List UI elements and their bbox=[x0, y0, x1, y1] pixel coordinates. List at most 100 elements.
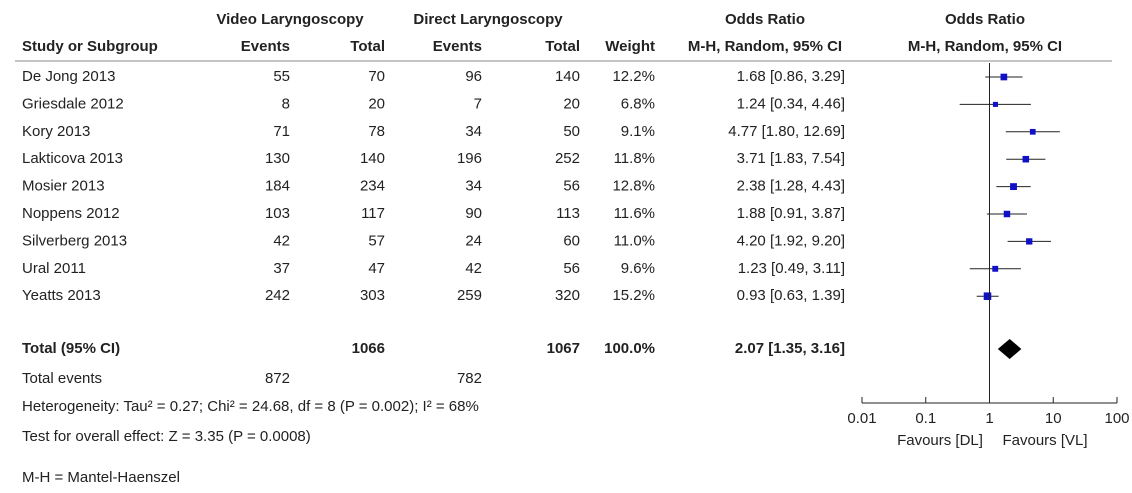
weight: 11.0% bbox=[614, 232, 655, 249]
footnote: M-H = Mantel-Haenszel bbox=[22, 469, 180, 486]
dl-events: 34 bbox=[465, 123, 482, 140]
vl-events: 103 bbox=[265, 205, 290, 222]
vl-total: 20 bbox=[368, 95, 385, 112]
ci-label: 1.88 [0.91, 3.87] bbox=[737, 205, 845, 222]
dl-total: 252 bbox=[555, 150, 580, 167]
vl-events: 8 bbox=[282, 95, 290, 112]
study-name: Lakticova 2013 bbox=[22, 150, 123, 167]
vl-total: 234 bbox=[360, 178, 385, 195]
favours-left: Favours [DL] bbox=[897, 432, 983, 449]
column-header: Events bbox=[433, 38, 482, 55]
effect-marker bbox=[1022, 155, 1030, 163]
study-name: Noppens 2012 bbox=[22, 205, 120, 222]
dl-events: 90 bbox=[465, 205, 482, 222]
group-header: Odds Ratio bbox=[945, 11, 1025, 28]
effect-marker bbox=[1010, 183, 1017, 191]
total-weight: 100.0% bbox=[604, 340, 655, 357]
dl-events: 34 bbox=[465, 178, 482, 195]
weight: 12.2% bbox=[612, 68, 655, 85]
study-name: Kory 2013 bbox=[22, 123, 90, 140]
dl-events: 24 bbox=[465, 232, 482, 249]
vl-total: 117 bbox=[361, 205, 385, 222]
dl-total: 20 bbox=[563, 95, 580, 112]
ci-label: 4.20 [1.92, 9.20] bbox=[737, 232, 845, 249]
vl-events: 37 bbox=[273, 260, 290, 277]
total-ci: 2.07 [1.35, 3.16] bbox=[735, 340, 845, 357]
ci-label: 4.77 [1.80, 12.69] bbox=[728, 123, 845, 140]
vl-total: 303 bbox=[360, 287, 385, 304]
vl-events: 130 bbox=[265, 150, 290, 167]
study-name: Mosier 2013 bbox=[22, 178, 105, 195]
ci-label: 1.23 [0.49, 3.11] bbox=[738, 260, 845, 277]
effect-marker bbox=[983, 292, 992, 300]
total-dl: 1067 bbox=[547, 340, 580, 357]
vl-events: 242 bbox=[265, 287, 290, 304]
weight: 12.8% bbox=[612, 178, 655, 195]
total-label: Total (95% CI) bbox=[22, 340, 120, 357]
effect-marker bbox=[1000, 73, 1008, 81]
x-tick-label: 0.01 bbox=[847, 410, 876, 427]
weight: 9.6% bbox=[621, 260, 655, 277]
dl-total: 50 bbox=[563, 123, 580, 140]
column-header: Weight bbox=[605, 38, 655, 55]
vl-events: 71 bbox=[273, 123, 290, 140]
x-tick-label: 10 bbox=[1045, 410, 1062, 427]
total-vl: 1066 bbox=[352, 340, 385, 357]
vl-total: 47 bbox=[368, 260, 385, 277]
ci-label: 2.38 [1.28, 4.43] bbox=[737, 178, 845, 195]
ci-label: 3.71 [1.83, 7.54] bbox=[737, 150, 845, 167]
x-tick-label: 0.1 bbox=[915, 410, 936, 427]
heterogeneity: Heterogeneity: Tau² = 0.27; Chi² = 24.68… bbox=[22, 398, 479, 415]
vl-total: 140 bbox=[360, 150, 385, 167]
vl-total: 57 bbox=[368, 232, 385, 249]
vl-total: 70 bbox=[368, 68, 385, 85]
vl-events: 42 bbox=[273, 232, 290, 249]
column-header: M-H, Random, 95% CI bbox=[908, 38, 1062, 55]
vl-events: 55 bbox=[273, 68, 290, 85]
dl-total: 56 bbox=[563, 178, 580, 195]
column-header: Study or Subgroup bbox=[22, 38, 158, 55]
vl-events: 184 bbox=[265, 178, 290, 195]
weight: 15.2% bbox=[612, 287, 655, 304]
dl-total: 140 bbox=[555, 68, 580, 85]
x-tick-label: 1 bbox=[985, 410, 993, 427]
group-header: Odds Ratio bbox=[725, 11, 805, 28]
column-header: M-H, Random, 95% CI bbox=[688, 38, 842, 55]
total-events-label: Total events bbox=[22, 370, 102, 387]
ci-label: 1.24 [0.34, 4.46] bbox=[737, 95, 845, 112]
dl-total: 56 bbox=[563, 260, 580, 277]
total-diamond bbox=[997, 339, 1022, 359]
overall-effect: Test for overall effect: Z = 3.35 (P = 0… bbox=[22, 428, 311, 445]
dl-events: 42 bbox=[465, 260, 482, 277]
column-header: Total bbox=[545, 38, 580, 55]
weight: 11.6% bbox=[614, 205, 655, 222]
x-tick-label: 100 bbox=[1104, 410, 1129, 427]
study-name: Griesdale 2012 bbox=[22, 95, 124, 112]
weight: 11.8% bbox=[614, 150, 655, 167]
study-name: Yeatts 2013 bbox=[22, 287, 101, 304]
effect-marker bbox=[992, 101, 998, 107]
study-name: Silverberg 2013 bbox=[22, 232, 127, 249]
ci-label: 1.68 [0.86, 3.29] bbox=[737, 68, 845, 85]
dl-total: 60 bbox=[563, 232, 580, 249]
dl-total: 320 bbox=[555, 287, 580, 304]
group-header: Direct Laryngoscopy bbox=[413, 11, 563, 28]
dl-events: 259 bbox=[457, 287, 482, 304]
dl-events: 7 bbox=[474, 95, 482, 112]
dl-events: 196 bbox=[457, 150, 482, 167]
effect-marker bbox=[1003, 210, 1011, 218]
total-events-vl: 872 bbox=[265, 370, 290, 387]
effect-marker bbox=[1026, 238, 1033, 245]
ci-label: 0.93 [0.63, 1.39] bbox=[737, 287, 845, 304]
column-header: Events bbox=[241, 38, 290, 55]
favours-right: Favours [VL] bbox=[1002, 432, 1087, 449]
effect-marker bbox=[1029, 128, 1036, 135]
weight: 9.1% bbox=[621, 123, 655, 140]
study-name: Ural 2011 bbox=[22, 260, 86, 277]
weight: 6.8% bbox=[621, 95, 655, 112]
dl-total: 113 bbox=[556, 205, 580, 222]
dl-events: 96 bbox=[465, 68, 482, 85]
effect-marker bbox=[992, 265, 999, 272]
vl-total: 78 bbox=[368, 123, 385, 140]
